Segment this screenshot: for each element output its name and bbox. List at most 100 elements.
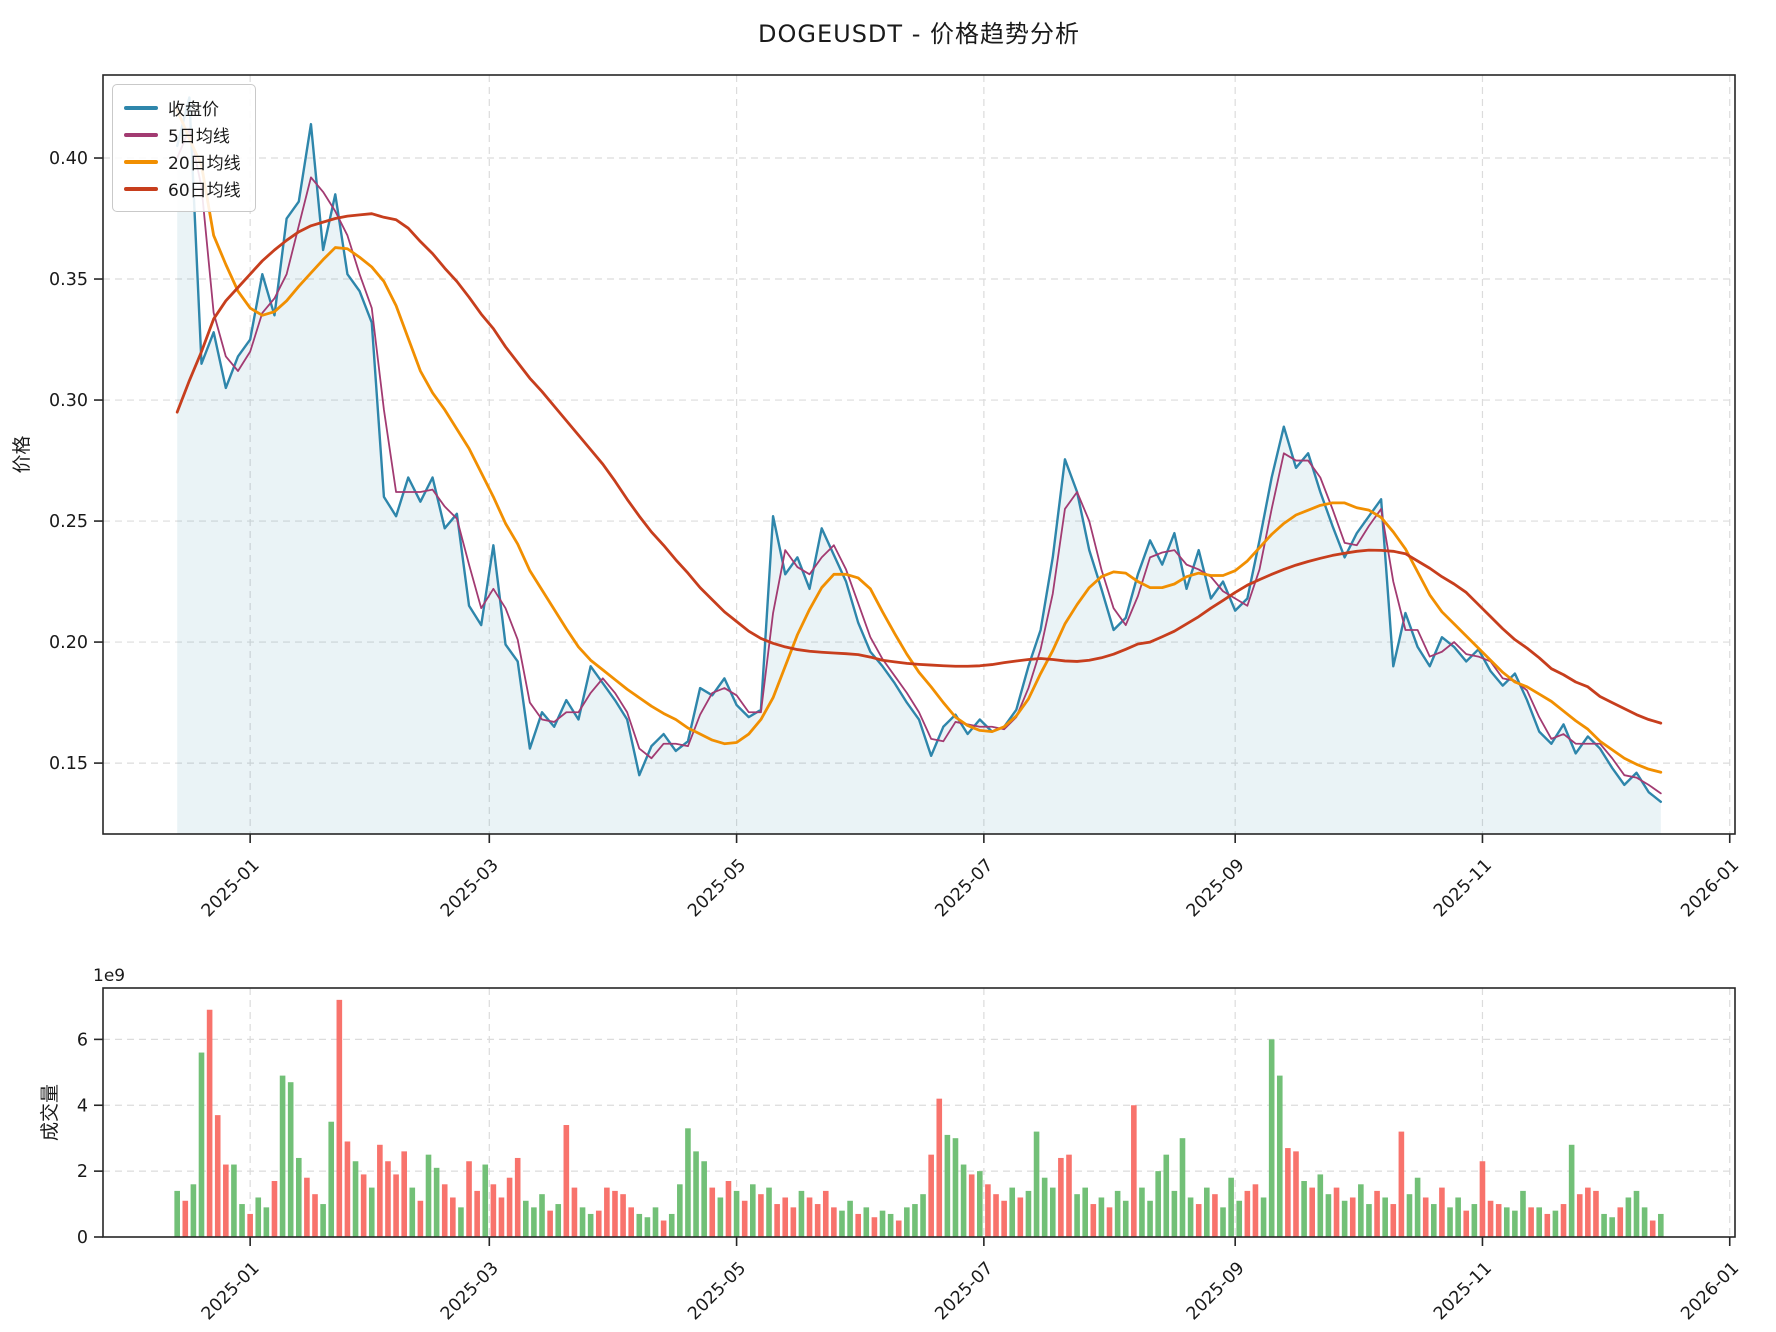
volume-bar [701, 1161, 707, 1237]
volume-bar [1536, 1207, 1543, 1237]
volume-bar [579, 1207, 586, 1237]
volume-bar [531, 1207, 537, 1237]
volume-bar [1179, 1138, 1186, 1237]
x-tick-label: 2026-01 [1677, 855, 1743, 921]
volume-bar [1114, 1190, 1121, 1237]
close-area-fill [177, 97, 1661, 834]
volume-scale-label: 1e9 [93, 966, 125, 986]
volume-bar [717, 1197, 724, 1237]
volume-bar [247, 1213, 253, 1237]
volume-bar [458, 1207, 464, 1237]
legend-line-swatch [124, 105, 158, 110]
volume-bar [450, 1197, 456, 1237]
x-tick-label: 2025-01 [198, 1258, 264, 1324]
x-tick-label: 2025-05 [684, 855, 750, 921]
y-tick-label: 0.30 [49, 391, 88, 411]
volume-bar [668, 1213, 675, 1237]
volume-bar [1341, 1200, 1348, 1237]
volume-bar [1406, 1194, 1413, 1237]
legend-line-swatch [124, 186, 158, 191]
volume-bar [490, 1184, 497, 1237]
volume-bar [1301, 1181, 1307, 1237]
legend: 收盘价 5日均线 20日均线 60日均线 [112, 84, 256, 212]
volume-y-axis: 0 2 4 6 [77, 1030, 103, 1248]
volume-bar [1276, 1075, 1283, 1237]
y-tick-label: 0.35 [49, 270, 88, 290]
volume-bar [1601, 1213, 1607, 1237]
volume-bar [652, 1207, 659, 1237]
volume-bar [790, 1207, 797, 1237]
volume-bar [1568, 1144, 1575, 1237]
volume-bar [863, 1207, 870, 1237]
volume-bar [1390, 1204, 1397, 1237]
series-line-60日均线 [175, 212, 1663, 725]
price-y-axis: 0.15 0.20 0.25 0.30 0.35 0.40 [49, 149, 103, 774]
volume-bar [1317, 1174, 1324, 1237]
volume-bar [620, 1194, 626, 1237]
y-tick-label: 0.40 [49, 149, 88, 169]
series-line-20日均线 [175, 108, 1663, 774]
volume-bar [498, 1197, 505, 1237]
volume-bar [855, 1213, 861, 1237]
legend-item-20日均线: 20日均线 [124, 148, 241, 175]
volume-bar [563, 1125, 570, 1237]
volume-bar [401, 1151, 407, 1237]
volume-bar [1236, 1200, 1243, 1237]
volume-bar [587, 1213, 594, 1237]
volume-bar [944, 1134, 951, 1237]
volume-bar [1593, 1190, 1599, 1237]
volume-bar [279, 1075, 286, 1237]
x-tick-label: 2026-01 [1677, 1258, 1743, 1324]
legend-label: 20日均线 [168, 154, 241, 174]
volume-bar [1171, 1190, 1178, 1237]
volume-bar [928, 1154, 934, 1237]
volume-bar [506, 1177, 513, 1237]
volume-bar [879, 1210, 886, 1237]
volume-bar [223, 1164, 229, 1237]
volume-bar [1576, 1194, 1583, 1237]
volume-bar [377, 1144, 383, 1237]
volume-bar [1212, 1194, 1218, 1237]
volume-bar [1325, 1194, 1332, 1237]
volume-bar [1512, 1210, 1518, 1237]
volume-bar [344, 1141, 351, 1237]
volume-bar [977, 1171, 983, 1237]
volume-bar [441, 1184, 448, 1237]
volume-bar [920, 1194, 926, 1237]
volume-bar [174, 1190, 180, 1237]
chart-title: DOGEUSDT - 价格趋势分析 [758, 20, 1080, 48]
volume-bar [1147, 1200, 1153, 1237]
volume-bar [766, 1187, 772, 1237]
volume-bar [839, 1210, 845, 1237]
volume-bar [595, 1210, 602, 1237]
volume-bar [1163, 1154, 1170, 1237]
volume-bar [758, 1194, 764, 1237]
volume-bar [782, 1197, 789, 1237]
volume-bar [1358, 1184, 1364, 1237]
volume-bar [1641, 1207, 1648, 1237]
volume-bar [660, 1220, 667, 1237]
volume-bar [555, 1204, 562, 1237]
y-tick-label: 0 [77, 1228, 88, 1248]
volume-bar [1025, 1190, 1032, 1237]
y-tick-label: 2 [77, 1162, 88, 1182]
volume-x-axis: 2025-01 2025-03 2025-05 2025-07 2025-09 2025-… [198, 1237, 1743, 1324]
volume-bar [312, 1194, 318, 1237]
volume-bar [936, 1098, 943, 1237]
volume-bar [1058, 1157, 1064, 1237]
volume-bar [1552, 1210, 1559, 1237]
volume-bar [644, 1217, 651, 1237]
volume-bar [741, 1200, 748, 1237]
legend-line-swatch [124, 132, 158, 137]
volume-bar [1049, 1187, 1056, 1237]
volume-bar [993, 1194, 999, 1237]
volume-bar [750, 1184, 756, 1237]
volume-bar [904, 1207, 910, 1237]
series-line-5日均线 [176, 128, 1662, 795]
volume-bar [636, 1213, 643, 1237]
volume-bar [1066, 1154, 1072, 1237]
volume-bar [1544, 1213, 1551, 1237]
volume-bar [182, 1200, 189, 1237]
volume-bar [1463, 1210, 1470, 1237]
